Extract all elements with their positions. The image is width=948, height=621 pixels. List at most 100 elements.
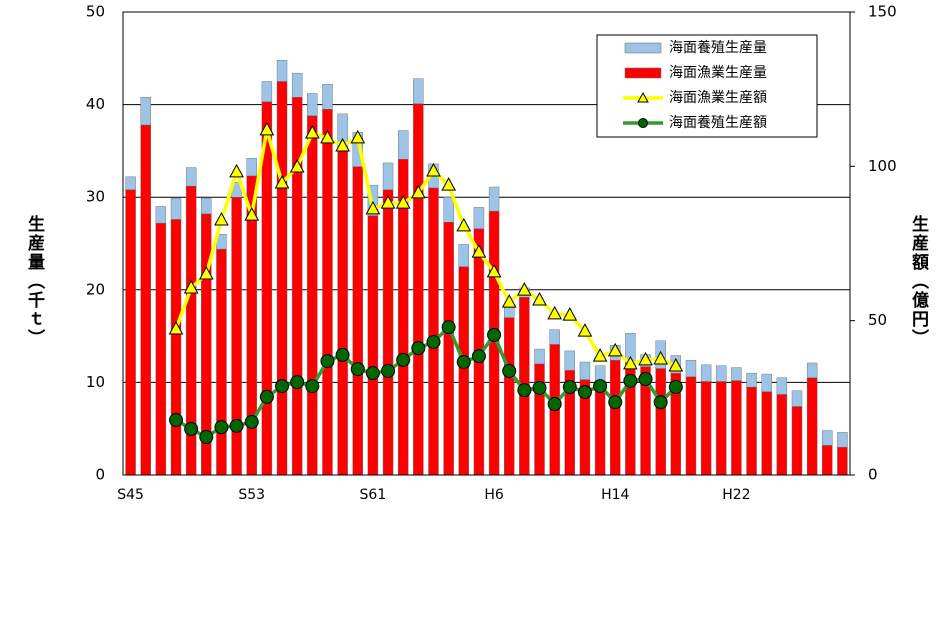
bar	[291, 72, 303, 98]
line-marker	[244, 414, 259, 429]
y2-tick-label: 150	[868, 3, 897, 21]
line-marker	[305, 379, 320, 394]
line-marker	[229, 163, 244, 178]
bar	[125, 176, 136, 190]
bar	[716, 381, 727, 476]
line-marker	[471, 244, 487, 258]
y-tick-label: 0	[95, 466, 105, 484]
bar	[716, 365, 727, 382]
legend-swatch	[624, 67, 662, 79]
line-marker	[320, 129, 335, 144]
line-marker	[547, 305, 562, 320]
bar	[155, 206, 167, 224]
line-marker	[320, 354, 335, 369]
bar	[458, 244, 469, 267]
line-marker	[426, 162, 441, 177]
bar	[322, 84, 333, 110]
x-tick-label: H6	[484, 487, 504, 503]
bar	[291, 96, 303, 476]
bar	[488, 186, 500, 212]
line-marker	[668, 380, 683, 395]
bar	[822, 430, 833, 446]
bar	[534, 348, 545, 365]
bar	[276, 81, 288, 476]
line-marker	[441, 177, 456, 191]
bar	[261, 81, 273, 103]
y-axis-label: 生産量（千ｔ）	[24, 215, 44, 348]
line-marker	[532, 380, 547, 395]
line-marker	[638, 372, 653, 387]
line-marker	[608, 395, 623, 410]
line-marker	[259, 121, 275, 136]
bar	[458, 266, 469, 476]
bar	[413, 78, 424, 104]
y-tick-label: 50	[86, 3, 105, 21]
bar	[806, 377, 818, 476]
line	[174, 129, 677, 368]
line-marker	[380, 195, 396, 209]
bar	[185, 167, 197, 187]
x-tick-label: S53	[238, 487, 265, 503]
bar	[307, 93, 318, 116]
line-marker	[426, 334, 441, 349]
x-tick-label: H14	[601, 487, 629, 503]
bar	[216, 248, 227, 476]
line-marker	[486, 263, 502, 278]
line-marker	[577, 384, 592, 399]
line-marker	[547, 397, 562, 412]
bar	[413, 103, 424, 476]
line-marker	[456, 355, 471, 370]
bar	[307, 115, 318, 476]
line-marker	[304, 124, 320, 139]
line-marker	[502, 363, 517, 378]
line-marker	[592, 348, 608, 362]
bar	[776, 394, 788, 476]
line-marker	[199, 430, 214, 445]
bar	[822, 445, 833, 476]
line-marker	[456, 217, 472, 232]
line-marker	[501, 294, 517, 308]
y2-tick-label: 0	[868, 466, 878, 484]
bar	[140, 96, 151, 126]
line-marker	[214, 420, 229, 435]
legend-label: 海面漁業生産額	[669, 90, 767, 106]
bar	[382, 162, 394, 190]
line-marker	[183, 279, 199, 294]
bar	[337, 148, 348, 476]
x-tick-label: H22	[722, 487, 750, 503]
y-tick-label: 20	[86, 280, 105, 298]
line-marker	[562, 380, 577, 395]
bar	[837, 447, 848, 476]
line	[175, 324, 678, 440]
bar	[276, 59, 288, 82]
x-tick-label: S61	[360, 487, 387, 503]
bar	[655, 368, 666, 476]
bar	[837, 432, 848, 448]
x-tick-label: S45	[117, 487, 144, 503]
line-marker	[335, 347, 350, 362]
line-marker	[259, 389, 274, 404]
line-marker	[169, 413, 184, 428]
bar	[791, 390, 803, 407]
bar	[170, 219, 182, 476]
bar	[367, 215, 379, 476]
bar	[534, 363, 545, 476]
line-marker	[350, 362, 365, 377]
bar	[352, 166, 363, 476]
line-marker	[396, 352, 411, 367]
bar	[170, 197, 182, 220]
line-marker	[607, 342, 623, 357]
line-marker	[381, 363, 396, 378]
bar	[746, 372, 757, 388]
line-marker	[365, 200, 381, 215]
line-marker	[577, 323, 593, 337]
plot-border	[122, 11, 851, 476]
bar	[700, 364, 712, 382]
line-marker	[653, 395, 668, 410]
y-tick-label: 10	[86, 373, 105, 391]
y2-tick-label: 50	[868, 311, 887, 329]
line-marker	[623, 355, 638, 370]
bar	[322, 109, 333, 476]
